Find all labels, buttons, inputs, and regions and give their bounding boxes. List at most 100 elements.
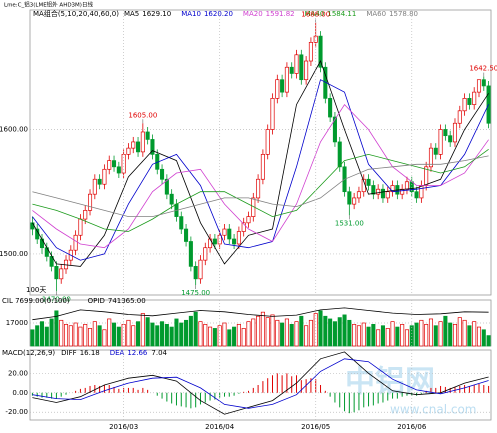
candle-body — [404, 181, 409, 190]
candle-body — [462, 98, 467, 112]
y-tick-label: 17000 — [6, 319, 28, 327]
annotation-label: 1605.00 — [128, 111, 157, 119]
candle-body — [428, 147, 434, 168]
panel-frame — [29, 349, 492, 421]
volume-bar — [472, 321, 477, 347]
candle-body — [203, 247, 208, 261]
volume-bar — [294, 321, 299, 347]
panel-title: CIL 7699.00(0:100) — [2, 297, 70, 305]
chart-header: Lme:C_铝3(LME铝外 AHD3M)日线 — [4, 1, 93, 9]
volume-bar — [289, 324, 294, 347]
candle-body — [131, 141, 136, 149]
volume-bar — [145, 317, 150, 347]
candle-body — [438, 129, 443, 155]
volume-bar — [462, 319, 467, 347]
volume-bar — [366, 326, 371, 347]
candle-body — [414, 191, 419, 199]
volume-bar — [49, 318, 54, 347]
volume-bar — [280, 322, 285, 347]
candle-body — [265, 129, 270, 155]
volume-bar — [284, 318, 289, 347]
volume-bar — [452, 324, 458, 347]
volume-bar — [270, 314, 275, 347]
candle-body — [318, 35, 323, 68]
candle-body — [332, 116, 337, 143]
volume-bar — [400, 324, 405, 347]
candle-body — [179, 216, 184, 230]
candle-body — [136, 141, 141, 153]
volume-bar — [457, 317, 462, 347]
y-tick-label: 1500.00 — [0, 250, 28, 258]
candle-body — [275, 79, 280, 99]
volume-bar — [241, 328, 246, 347]
volume-bar — [140, 313, 145, 347]
legend-label: MA60 — [366, 10, 386, 18]
candle-body — [107, 160, 112, 170]
candle-body — [328, 98, 333, 118]
line-series — [32, 103, 489, 249]
volume-bar — [414, 322, 419, 347]
candle-body — [481, 79, 486, 87]
x-tick-label: 2016/04 — [205, 423, 235, 431]
volume-bar — [164, 324, 169, 347]
candle-body — [78, 218, 83, 236]
legend-label: MA40 — [305, 10, 325, 18]
volume-bar — [486, 335, 491, 347]
candle-body — [337, 141, 342, 168]
candle-body — [92, 178, 97, 195]
volume-bar — [54, 310, 59, 347]
candle-body — [443, 129, 448, 137]
candle-body — [371, 185, 376, 195]
volume-bar — [222, 322, 227, 347]
candle-body — [73, 234, 78, 251]
legend-label: DEA — [110, 349, 125, 357]
volume-bar — [404, 329, 409, 347]
volume-bar — [448, 322, 453, 347]
volume-bar — [304, 325, 309, 347]
candle-body — [241, 222, 246, 232]
volume-bar — [174, 318, 179, 347]
volume-bar — [179, 322, 184, 347]
candle-body — [39, 238, 45, 249]
annotation-label: 1470.00 — [42, 295, 71, 303]
candle-body — [169, 193, 174, 205]
volume-bar — [63, 324, 69, 347]
candle-body — [164, 178, 169, 195]
period-label: 100天 — [26, 286, 46, 294]
candle-body — [294, 54, 299, 74]
line-series — [32, 351, 489, 415]
volume-bar — [188, 315, 193, 347]
candle-body — [433, 147, 438, 155]
volume-bar — [97, 325, 102, 347]
candle-body — [222, 228, 227, 236]
y-tick-label: 20.00 — [8, 369, 28, 377]
line-series — [32, 155, 489, 217]
candle-body — [188, 241, 193, 267]
volume-bar — [308, 319, 313, 347]
candle-body — [347, 191, 352, 205]
line-series — [32, 358, 489, 409]
candle-body — [236, 231, 241, 245]
legend-label: DIFF — [61, 349, 77, 357]
candle-body — [150, 139, 155, 155]
legend-value: 1591.82 — [266, 10, 295, 18]
volume-bar — [236, 324, 241, 347]
candle-body — [54, 266, 59, 280]
volume-bar — [102, 329, 107, 347]
hist-label: 7.04 — [151, 349, 167, 357]
candle-body — [356, 191, 361, 199]
volume-bar — [481, 329, 486, 347]
volume-bar — [150, 322, 155, 347]
x-tick-label: 2016/05 — [301, 423, 330, 431]
volume-bar — [208, 326, 213, 347]
candle-body — [280, 79, 285, 93]
volume-bar — [73, 322, 78, 347]
legend-label: OPID — [88, 297, 105, 305]
volume-bar — [332, 321, 337, 347]
volume-bar — [318, 310, 323, 347]
candle-body — [419, 185, 424, 199]
volume-bar — [136, 321, 141, 347]
candle-body — [217, 234, 222, 245]
candle-body — [116, 166, 121, 174]
